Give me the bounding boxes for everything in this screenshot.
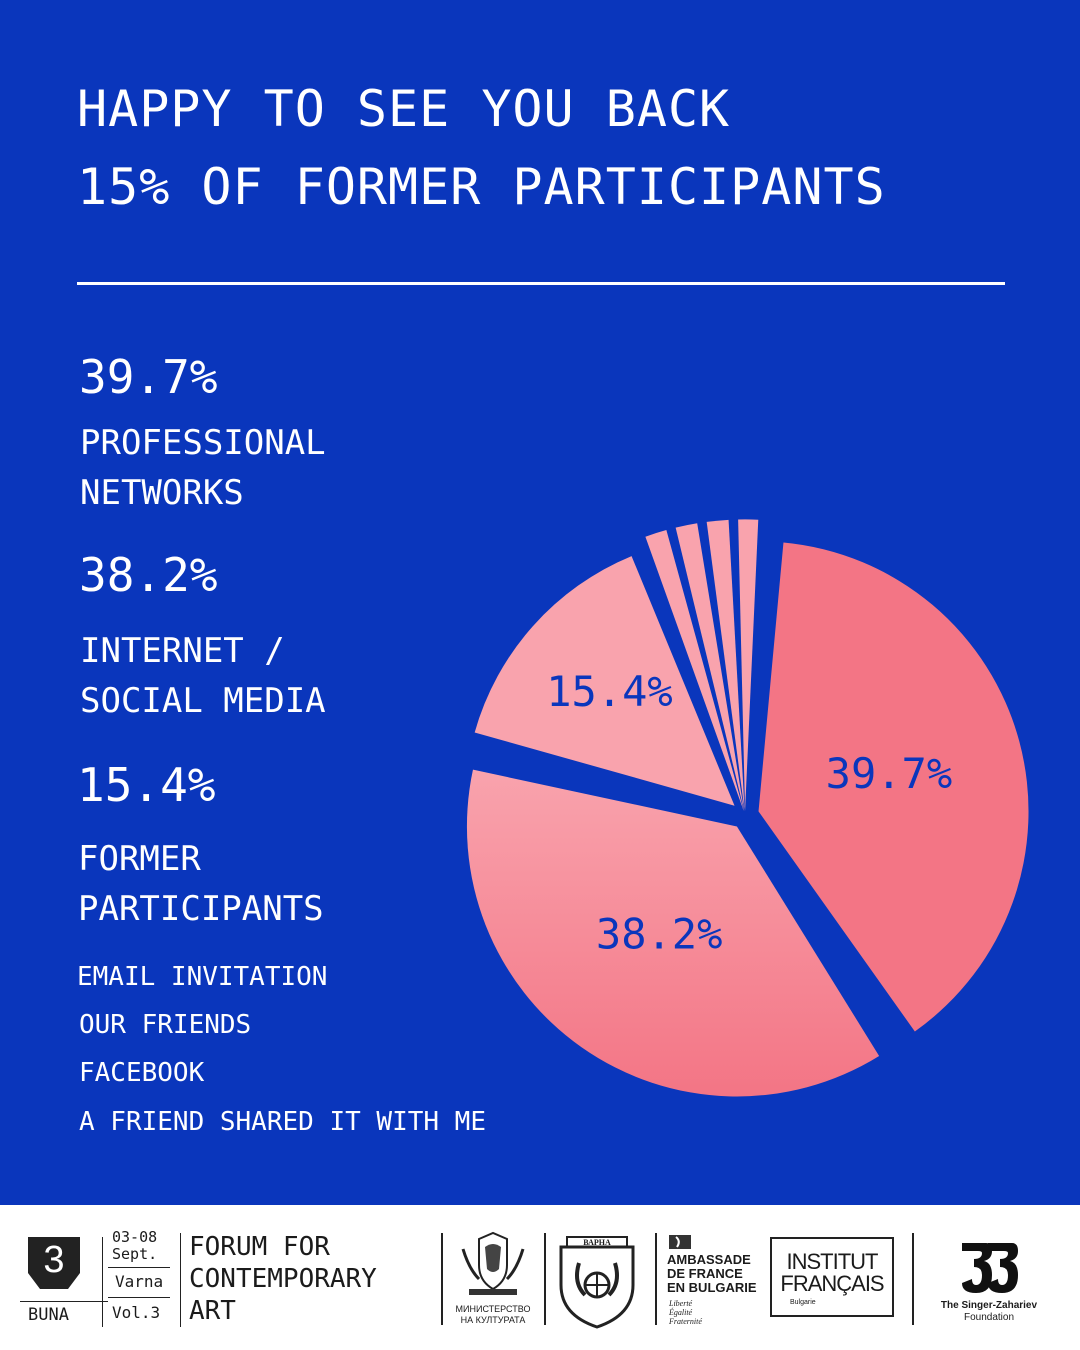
- title-divider: [77, 282, 1005, 285]
- footer-divider: [912, 1233, 914, 1325]
- event-city: Varna: [115, 1272, 164, 1291]
- institut-logo: [770, 1237, 894, 1317]
- institut-line: INSTITUT: [786, 1249, 879, 1274]
- footer-divider: [655, 1233, 657, 1325]
- institut-line: FRANÇAIS: [780, 1271, 884, 1296]
- pie-slice-shared: [738, 519, 759, 812]
- footer: 3 BUNA 03-08 Sept. Varna Vol.3 FORUM FOR…: [0, 1205, 1080, 1350]
- forum-line: CONTEMPORARY: [189, 1264, 377, 1294]
- motto-line: Liberté: [669, 1299, 693, 1308]
- footer-divider: [108, 1267, 170, 1268]
- footer-divider: [20, 1301, 108, 1302]
- pie-slice-email: [645, 530, 744, 812]
- buna-logo-number: 3: [43, 1239, 65, 1281]
- buna-logo-name: BUNA: [28, 1305, 69, 1325]
- foundation-line: Foundation: [963, 1312, 1015, 1323]
- minor-source-shared: A FRIEND SHARED IT WITH ME: [79, 1107, 486, 1137]
- pie-slice-internet: [466, 769, 880, 1097]
- pie-chart: 39.7% 38.2% 15.4%: [466, 519, 1029, 1097]
- ambassade-line: DE FRANCE: [667, 1266, 743, 1281]
- ambassade-line: EN BULGARIE: [667, 1280, 757, 1295]
- ambassade-name: AMBASSADE DE FRANCE EN BULGARIE: [667, 1253, 757, 1295]
- pie-label-internet: 38.2%: [596, 909, 722, 958]
- footer-divider: [441, 1233, 443, 1325]
- motto-line: Égalité: [669, 1308, 693, 1317]
- stat-label-line: PARTICIPANTS: [78, 889, 324, 929]
- varna-crest-icon: [559, 1236, 635, 1329]
- buna-logo-icon: [28, 1237, 80, 1289]
- footer-divider: [102, 1237, 103, 1327]
- marianne-icon: [669, 1235, 691, 1249]
- stat-label-line: INTERNET /: [80, 631, 285, 671]
- forum-line: ART: [189, 1296, 236, 1326]
- foundation-name: The Singer-Zahariev Foundation: [929, 1300, 1049, 1324]
- stat-label-line: NETWORKS: [80, 473, 244, 513]
- pie-label-professional: 39.7%: [826, 749, 952, 798]
- page-title: HAPPY TO SEE YOU BACK 15% OF FORMER PART…: [77, 70, 886, 226]
- forum-title: FORUM FOR CONTEMPORARY ART: [189, 1231, 377, 1327]
- minor-source-facebook: FACEBOOK: [79, 1058, 205, 1088]
- event-dates: 03-08 Sept.: [112, 1229, 157, 1263]
- pie-labels: 39.7% 38.2% 15.4%: [546, 667, 952, 958]
- varna-crest-text: ВАРНА: [583, 1238, 611, 1247]
- event-month: Sept.: [112, 1245, 158, 1263]
- title-line-2: 15% OF FORMER PARTICIPANTS: [77, 158, 886, 216]
- forum-line: FORUM FOR: [189, 1232, 330, 1262]
- stat-label-former: FORMER PARTICIPANTS: [78, 834, 324, 934]
- event-volume: Vol.3: [112, 1303, 161, 1322]
- ambassade-line: AMBASSADE: [667, 1252, 751, 1267]
- stat-value-former: 15.4%: [77, 758, 216, 812]
- ambassade-motto: Liberté Égalité Fraternité: [669, 1299, 702, 1326]
- minor-source-friends: OUR FRIENDS: [79, 1010, 252, 1040]
- pie-slice-friends: [675, 523, 745, 812]
- pie-label-former: 15.4%: [546, 667, 672, 716]
- stat-label-professional: PROFESSIONAL NETWORKS: [80, 418, 326, 518]
- pie-slice-facebook: [706, 519, 745, 812]
- pie-slice-professional: [758, 542, 1029, 1032]
- stat-label-internet: INTERNET / SOCIAL MEDIA: [80, 626, 326, 726]
- minor-source-email: EMAIL INVITATION: [77, 962, 328, 992]
- ministry-crest-icon: [461, 1231, 525, 1295]
- ministry-line: НА КУЛТУРАТА: [460, 1315, 526, 1325]
- institut-name: INSTITUT FRANÇAIS: [770, 1251, 894, 1295]
- footer-divider: [108, 1297, 170, 1298]
- stat-value-internet: 38.2%: [79, 548, 218, 602]
- pie-slices: [466, 519, 1029, 1097]
- ministry-name: МИНИСТЕРСТВО НА КУЛТУРАТА: [450, 1304, 536, 1326]
- footer-divider: [544, 1233, 546, 1325]
- institut-sub: Bulgarie: [790, 1299, 816, 1306]
- ministry-line: МИНИСТЕРСТВО: [455, 1304, 531, 1314]
- stat-label-line: PROFESSIONAL: [80, 423, 326, 463]
- motto-line: Fraternité: [669, 1317, 702, 1326]
- foundation-line: The Singer-Zahariev: [940, 1300, 1038, 1311]
- stat-label-line: SOCIAL MEDIA: [80, 681, 326, 721]
- singer-zahariev-logo-icon: [962, 1243, 1018, 1293]
- pie-slice-former: [474, 556, 735, 806]
- stat-label-line: FORMER: [78, 839, 201, 879]
- stat-value-professional: 39.7%: [79, 350, 218, 404]
- footer-divider: [180, 1233, 181, 1327]
- title-line-1: HAPPY TO SEE YOU BACK: [77, 80, 731, 138]
- event-days: 03-08: [112, 1228, 158, 1246]
